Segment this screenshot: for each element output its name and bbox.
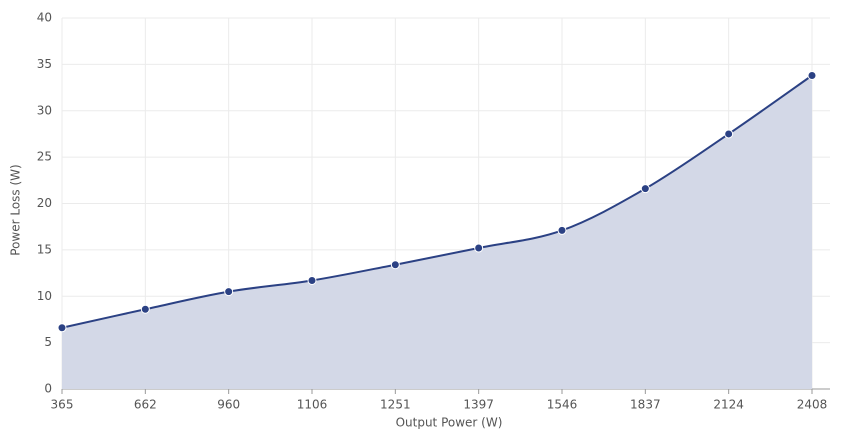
- point: [390, 260, 400, 270]
- point: [57, 323, 67, 333]
- point: [224, 287, 234, 297]
- y-tick-label: 15: [37, 242, 52, 256]
- y-tick-label: 0: [44, 382, 52, 396]
- x-tick-label: 1251: [380, 398, 411, 412]
- x-axis-label: Output Power (W): [396, 416, 503, 430]
- x-tick-label: 662: [134, 398, 157, 412]
- point: [474, 243, 484, 253]
- x-tick-label: 1546: [547, 398, 578, 412]
- x-tick-label: 365: [51, 398, 74, 412]
- y-tick-label: 10: [37, 289, 52, 303]
- y-tick-label: 5: [44, 335, 52, 349]
- y-tick-label: 20: [37, 196, 52, 210]
- y-axis-label: Power Loss (W): [9, 164, 23, 255]
- point: [307, 275, 317, 285]
- y-tick-label: 40: [37, 11, 52, 25]
- y-tick-label: 30: [37, 103, 52, 117]
- x-tick-label: 2408: [797, 398, 828, 412]
- y-tick-label: 25: [37, 150, 52, 164]
- point: [724, 129, 734, 139]
- point: [557, 225, 567, 235]
- y-tick-label: 35: [37, 57, 52, 71]
- x-tick-label: 1106: [297, 398, 328, 412]
- point: [640, 184, 650, 194]
- point: [140, 304, 150, 314]
- x-tick-label: 2124: [713, 398, 744, 412]
- point: [807, 71, 817, 81]
- area: [62, 75, 812, 389]
- x-tick-label: 1397: [463, 398, 494, 412]
- line: [61, 74, 813, 329]
- x-tick-label: 1837: [630, 398, 661, 412]
- x-tick-label: 960: [217, 398, 240, 412]
